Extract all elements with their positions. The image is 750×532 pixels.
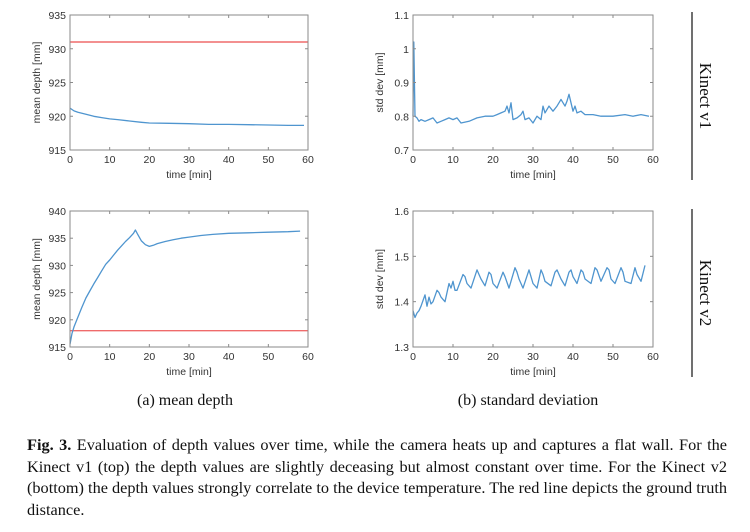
chart-v1-std-dev: 0 10 20 30 40 50 60 0.7 0.8 0.9 1 1.1 time [min] std … <box>374 10 659 181</box>
chart-v1-mean-depth: 0 10 20 30 40 50 60 915 920 925 930 935 time [min] me… <box>31 10 314 181</box>
plot-area <box>413 15 653 150</box>
y-tick-label: 920 <box>48 111 66 123</box>
row-label-kinect-v2: Kinect v2 <box>696 260 715 327</box>
y-axis-label: mean depth [mm] <box>31 238 43 320</box>
x-tick-label: 60 <box>647 351 659 363</box>
x-tick-label: 60 <box>647 154 659 166</box>
y-tick-label: 915 <box>48 145 66 157</box>
caption-label: Fig. 3. <box>27 435 72 454</box>
y-tick-label: 1.6 <box>394 206 409 218</box>
x-axis-label: time [min] <box>510 169 556 181</box>
plot-area <box>70 15 308 150</box>
x-tick-label: 50 <box>262 351 274 363</box>
x-axis-label: time [min] <box>510 366 556 378</box>
y-axis-label: std dev [mm] <box>374 249 386 309</box>
x-tick-label: 0 <box>410 351 416 363</box>
plot-area <box>70 211 308 347</box>
y-tick-label: 1.3 <box>394 342 409 354</box>
plot-area <box>413 211 653 347</box>
x-tick-label: 40 <box>567 351 579 363</box>
subcaption-a: (a) mean depth <box>137 392 233 409</box>
x-tick-label: 20 <box>487 154 499 166</box>
y-tick-label: 930 <box>48 44 66 56</box>
x-axis-label: time [min] <box>166 169 212 181</box>
x-tick-label: 30 <box>527 351 539 363</box>
x-tick-label: 0 <box>67 351 73 363</box>
x-tick-label: 10 <box>104 351 116 363</box>
x-tick-label: 20 <box>143 154 155 166</box>
x-tick-label: 60 <box>302 154 314 166</box>
x-tick-label: 40 <box>223 154 235 166</box>
figure-caption: Fig. 3. Evaluation of depth values over … <box>27 434 727 520</box>
x-tick-label: 10 <box>447 154 459 166</box>
caption-text: Evaluation of depth values over time, wh… <box>27 435 728 519</box>
series-line-mean-depth <box>69 229 301 345</box>
y-tick-label: 940 <box>48 206 66 218</box>
x-tick-label: 0 <box>410 154 416 166</box>
y-tick-label: 1.4 <box>394 297 409 309</box>
x-tick-label: 30 <box>183 351 195 363</box>
y-tick-label: 1 <box>403 44 409 56</box>
x-tick-label: 20 <box>487 351 499 363</box>
x-tick-label: 50 <box>262 154 274 166</box>
y-tick-label: 935 <box>48 10 66 22</box>
y-axis-label: mean depth [mm] <box>31 42 43 124</box>
x-tick-label: 60 <box>302 351 314 363</box>
series-line-std-dev <box>412 41 650 124</box>
x-tick-label: 40 <box>223 351 235 363</box>
y-tick-label: 0.8 <box>394 111 409 123</box>
y-tick-label: 0.7 <box>394 145 409 157</box>
x-tick-label: 10 <box>104 154 116 166</box>
y-tick-label: 1.5 <box>394 251 409 263</box>
x-tick-label: 0 <box>67 154 73 166</box>
subcaption-b: (b) standard deviation <box>458 392 598 409</box>
x-tick-label: 50 <box>607 351 619 363</box>
y-tick-label: 0.9 <box>394 78 409 90</box>
x-axis-label: time [min] <box>166 366 212 378</box>
x-tick-label: 40 <box>567 154 579 166</box>
x-tick-label: 30 <box>183 154 195 166</box>
y-tick-label: 920 <box>48 315 66 327</box>
y-tick-label: 930 <box>48 260 66 272</box>
row-label-kinect-v1: Kinect v1 <box>696 63 715 130</box>
y-tick-label: 925 <box>48 78 66 90</box>
chart-v2-mean-depth: 0 10 20 30 40 50 60 915 920 925 930 935 940 time [min… <box>31 206 314 378</box>
x-tick-label: 20 <box>143 351 155 363</box>
series-line-mean-depth <box>69 107 304 127</box>
x-tick-label: 50 <box>607 154 619 166</box>
x-tick-label: 30 <box>527 154 539 166</box>
y-tick-label: 935 <box>48 233 66 245</box>
y-axis-label: std dev [mm] <box>374 52 386 112</box>
y-tick-label: 925 <box>48 288 66 300</box>
x-tick-label: 10 <box>447 351 459 363</box>
y-tick-label: 915 <box>48 342 66 354</box>
series-line-std-dev <box>412 265 646 319</box>
chart-v2-std-dev: 0 10 20 30 40 50 60 1.3 1.4 1.5 1.6 time [min] std d… <box>374 206 659 378</box>
y-tick-label: 1.1 <box>394 10 409 22</box>
